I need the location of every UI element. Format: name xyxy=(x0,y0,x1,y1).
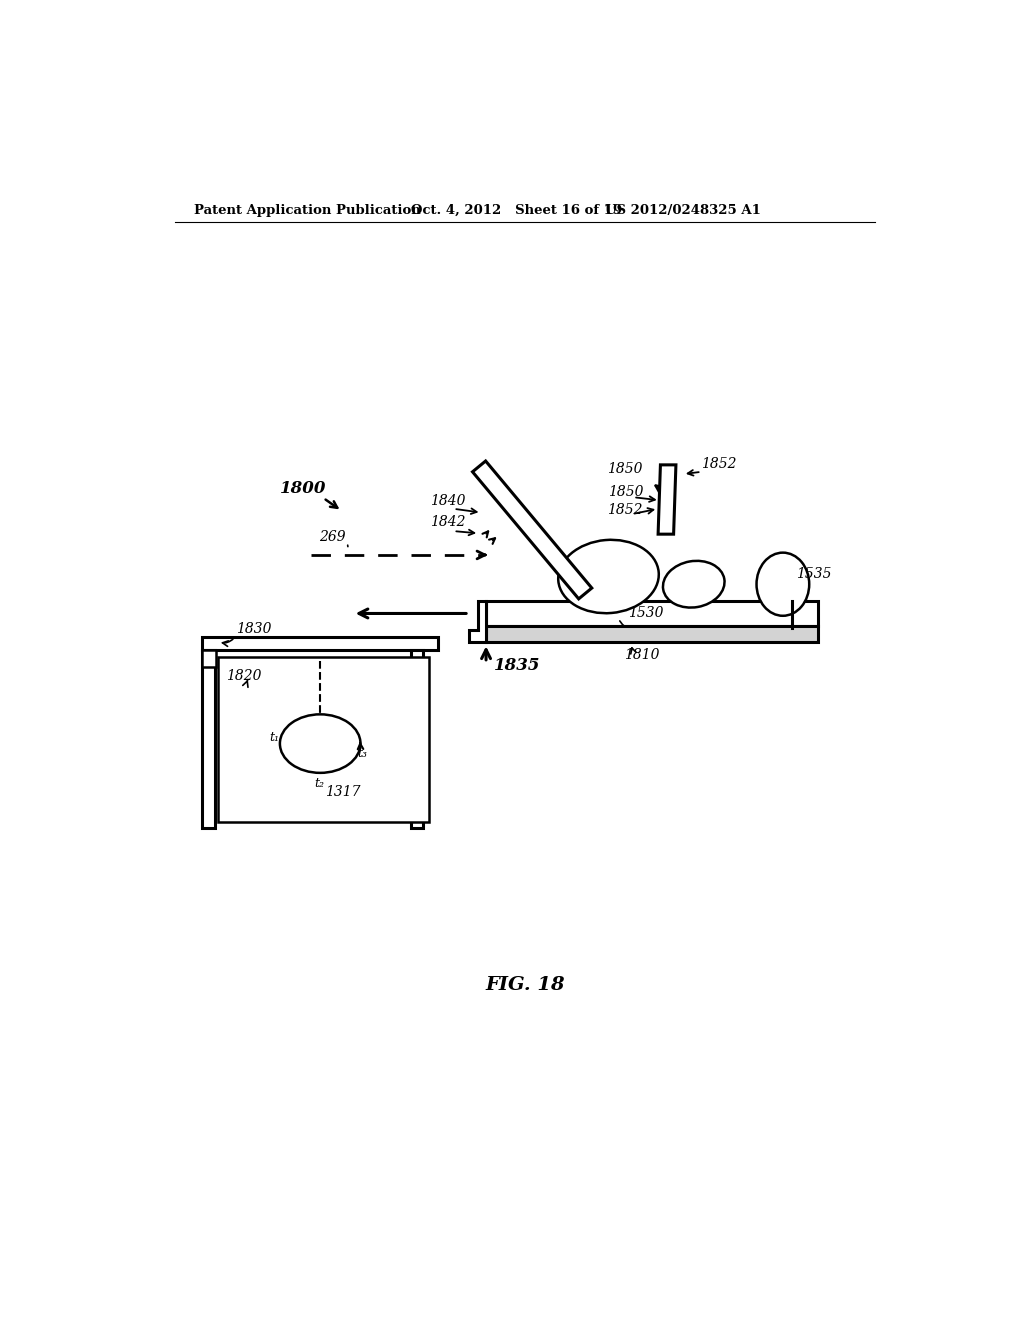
Polygon shape xyxy=(658,465,676,535)
Text: 1820: 1820 xyxy=(226,669,262,684)
Text: t₂: t₂ xyxy=(314,776,324,789)
Text: US 2012/0248325 A1: US 2012/0248325 A1 xyxy=(604,205,761,218)
Text: 1317: 1317 xyxy=(325,785,360,799)
Text: 1800: 1800 xyxy=(280,480,327,498)
Text: 1840: 1840 xyxy=(430,494,466,508)
Ellipse shape xyxy=(558,540,658,614)
Ellipse shape xyxy=(757,553,809,615)
Bar xyxy=(411,649,423,829)
Text: 1530: 1530 xyxy=(628,606,664,619)
Text: 1835: 1835 xyxy=(494,656,541,673)
Text: 1852: 1852 xyxy=(701,457,737,471)
Ellipse shape xyxy=(663,561,725,607)
Bar xyxy=(203,638,438,649)
Text: FIG. 18: FIG. 18 xyxy=(485,975,564,994)
Ellipse shape xyxy=(280,714,360,774)
Text: 1830: 1830 xyxy=(237,623,272,636)
Text: Oct. 4, 2012   Sheet 16 of 19: Oct. 4, 2012 Sheet 16 of 19 xyxy=(411,205,622,218)
Bar xyxy=(486,601,818,626)
Text: t₁: t₁ xyxy=(269,730,280,743)
Text: 1850: 1850 xyxy=(607,462,642,475)
Text: Patent Application Publication: Patent Application Publication xyxy=(194,205,421,218)
Text: t₃: t₃ xyxy=(357,747,368,760)
Polygon shape xyxy=(472,461,592,599)
Bar xyxy=(203,649,215,829)
Text: 1810: 1810 xyxy=(624,648,659,661)
Text: 1842: 1842 xyxy=(430,516,466,529)
Polygon shape xyxy=(469,601,486,642)
Bar xyxy=(203,649,216,667)
Text: 1850: 1850 xyxy=(608,484,644,499)
Text: 1535: 1535 xyxy=(796,568,831,581)
Bar xyxy=(218,657,429,822)
Bar xyxy=(486,626,818,642)
Text: 269: 269 xyxy=(318,531,345,544)
Text: 1852: 1852 xyxy=(607,503,642,517)
